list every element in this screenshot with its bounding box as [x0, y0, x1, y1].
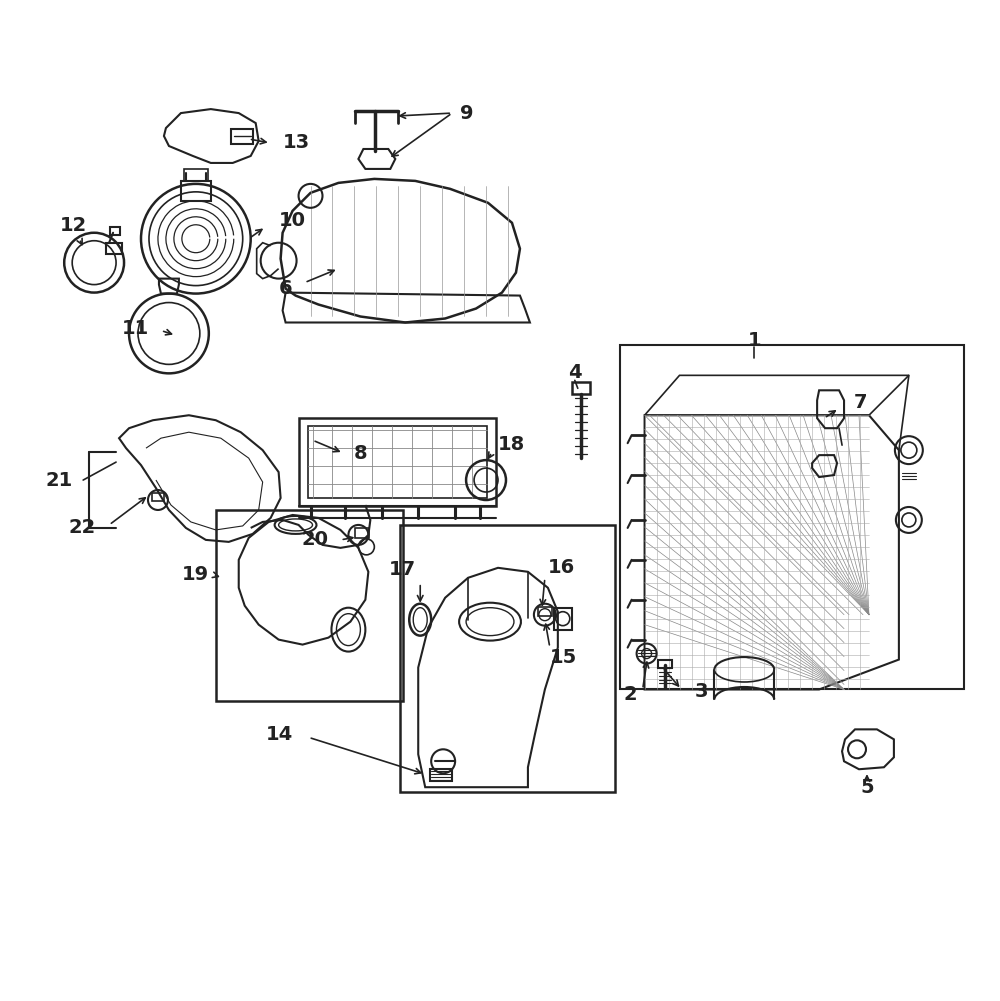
- Text: 2: 2: [624, 685, 638, 704]
- Text: 9: 9: [460, 103, 474, 122]
- Text: 7: 7: [854, 392, 868, 411]
- Text: 20: 20: [301, 531, 328, 550]
- Bar: [572, 382, 590, 394]
- Bar: [620, 345, 964, 690]
- Bar: [110, 227, 120, 235]
- Text: 14: 14: [265, 725, 293, 744]
- Bar: [152, 493, 164, 500]
- Text: 1: 1: [747, 331, 761, 350]
- Text: 22: 22: [69, 519, 96, 538]
- Text: 8: 8: [353, 443, 367, 462]
- Text: 18: 18: [498, 434, 525, 453]
- Bar: [181, 181, 211, 201]
- Bar: [106, 242, 122, 253]
- Text: 17: 17: [389, 561, 416, 580]
- Bar: [400, 525, 615, 792]
- Text: 16: 16: [548, 559, 575, 578]
- Bar: [538, 607, 552, 616]
- Bar: [308, 426, 487, 498]
- Text: 15: 15: [550, 648, 577, 667]
- Bar: [658, 660, 672, 668]
- Text: 4: 4: [568, 362, 582, 381]
- Bar: [216, 510, 403, 702]
- Text: 13: 13: [283, 133, 310, 152]
- Text: 21: 21: [46, 470, 73, 489]
- Text: 10: 10: [279, 211, 306, 230]
- Text: 12: 12: [60, 216, 87, 235]
- Bar: [299, 418, 496, 506]
- Bar: [554, 608, 572, 630]
- Text: 19: 19: [182, 566, 209, 585]
- Bar: [184, 169, 208, 181]
- Text: 5: 5: [860, 778, 874, 797]
- Bar: [231, 129, 253, 144]
- Text: 11: 11: [122, 319, 149, 338]
- Text: 3: 3: [694, 682, 708, 701]
- Text: 6: 6: [279, 279, 293, 298]
- Bar: [355, 528, 369, 538]
- Bar: [430, 769, 452, 781]
